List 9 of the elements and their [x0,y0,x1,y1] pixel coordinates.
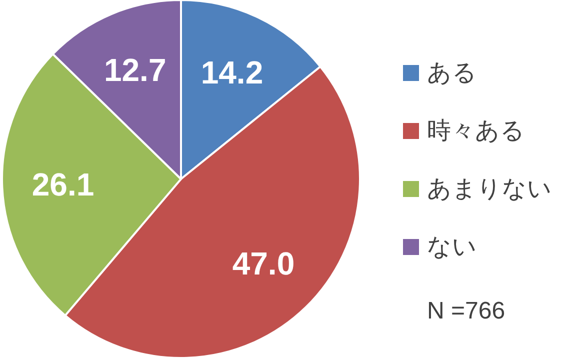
data-label: 14.2 [200,54,264,90]
data-label: 47.0 [232,246,295,282]
legend-label: ある [427,60,477,86]
legend-label: ない [427,234,477,260]
data-label: 12.7 [104,52,166,88]
text: N =766 [427,298,506,324]
legend-label: 時々ある [427,118,525,144]
legend-label: あまりない [427,176,552,202]
data-label: 26.1 [32,166,94,203]
